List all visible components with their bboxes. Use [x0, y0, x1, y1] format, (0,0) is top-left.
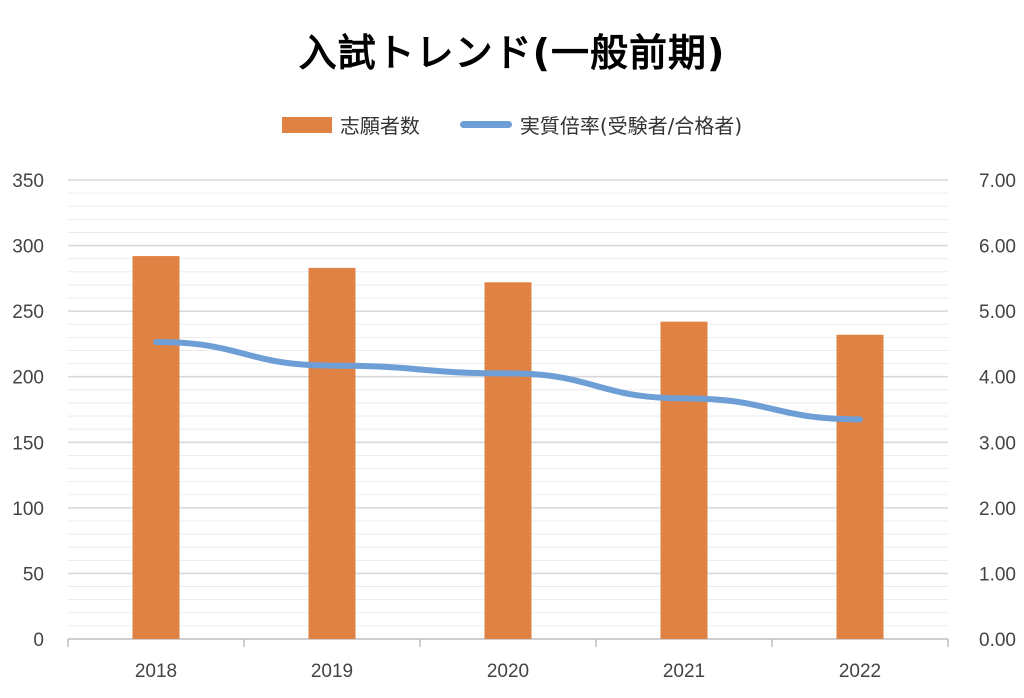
legend-label-applicants: 志願者数 [339, 114, 420, 138]
legend-label-ratio: 実質倍率(受験者/合格者) [519, 114, 743, 138]
legend-swatch-bar [281, 116, 332, 133]
y-right-tick-label: 0.00 [979, 630, 1016, 651]
bar [484, 282, 532, 639]
y-right-tick-label: 6.00 [979, 237, 1016, 258]
y-left-tick-label: 350 [12, 171, 44, 192]
bar [660, 321, 708, 639]
y-left-tick-label: 200 [12, 368, 44, 389]
y-right-tick-label: 7.00 [979, 171, 1016, 192]
legend-swatch-line [459, 121, 512, 128]
y-right-tick-label: 3.00 [979, 433, 1016, 454]
y-left-tick-label: 150 [12, 433, 44, 454]
y-left-tick-label: 300 [12, 237, 44, 258]
y-right-tick-label: 4.00 [979, 368, 1016, 389]
ratio-line [153, 338, 863, 423]
y-left-tick-label: 50 [23, 564, 44, 585]
legend: 志願者数 実質倍率(受験者/合格者) [0, 110, 1024, 139]
x-tick-label: 2022 [839, 661, 881, 682]
y-left-tick-label: 250 [12, 302, 44, 323]
legend-item-ratio: 実質倍率(受験者/合格者) [459, 110, 743, 139]
y-right-tick-label: 5.00 [979, 302, 1016, 323]
bar [308, 267, 356, 639]
x-tick-label: 2021 [663, 661, 705, 682]
y-left-tick-label: 100 [12, 499, 44, 520]
x-tick-label: 2018 [135, 661, 177, 682]
y-right-tick-label: 2.00 [979, 499, 1016, 520]
legend-item-applicants: 志願者数 [281, 110, 420, 139]
y-left-tick-label: 0 [33, 630, 44, 651]
x-tick-label: 2020 [487, 661, 529, 682]
x-tick-label: 2019 [311, 661, 353, 682]
bar [132, 256, 180, 639]
y-right-tick-label: 1.00 [979, 564, 1016, 585]
bar [836, 334, 884, 639]
chart-title: 入試トレンド(一般前期) [298, 31, 726, 75]
